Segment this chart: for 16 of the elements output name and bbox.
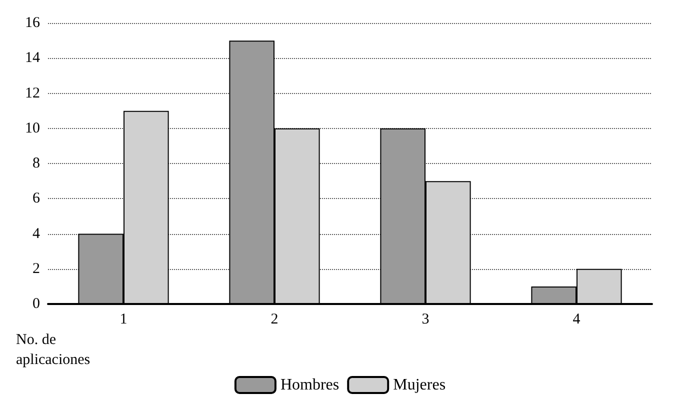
- x-axis-title: No. de aplicaciones: [16, 332, 90, 368]
- x-tick-label: 3: [422, 312, 430, 328]
- y-tick-label: 4: [32, 226, 40, 242]
- y-tick-label: 6: [32, 190, 40, 207]
- y-tick-label: 0: [32, 296, 40, 312]
- y-tick-label: 2: [32, 260, 40, 277]
- y-tick-label: 10: [25, 120, 40, 136]
- y-tick-label: 16: [25, 15, 40, 31]
- legend-label: Mujeres: [393, 376, 446, 394]
- y-tick-label: 14: [25, 50, 40, 66]
- x-tick-label: 1: [120, 312, 128, 328]
- y-tick-label: 8: [32, 156, 40, 172]
- legend-label: Hombres: [280, 376, 340, 394]
- x-tick-label: 2: [270, 312, 278, 328]
- x-tick-label: 4: [572, 312, 581, 328]
- y-tick-label: 12: [25, 85, 40, 102]
